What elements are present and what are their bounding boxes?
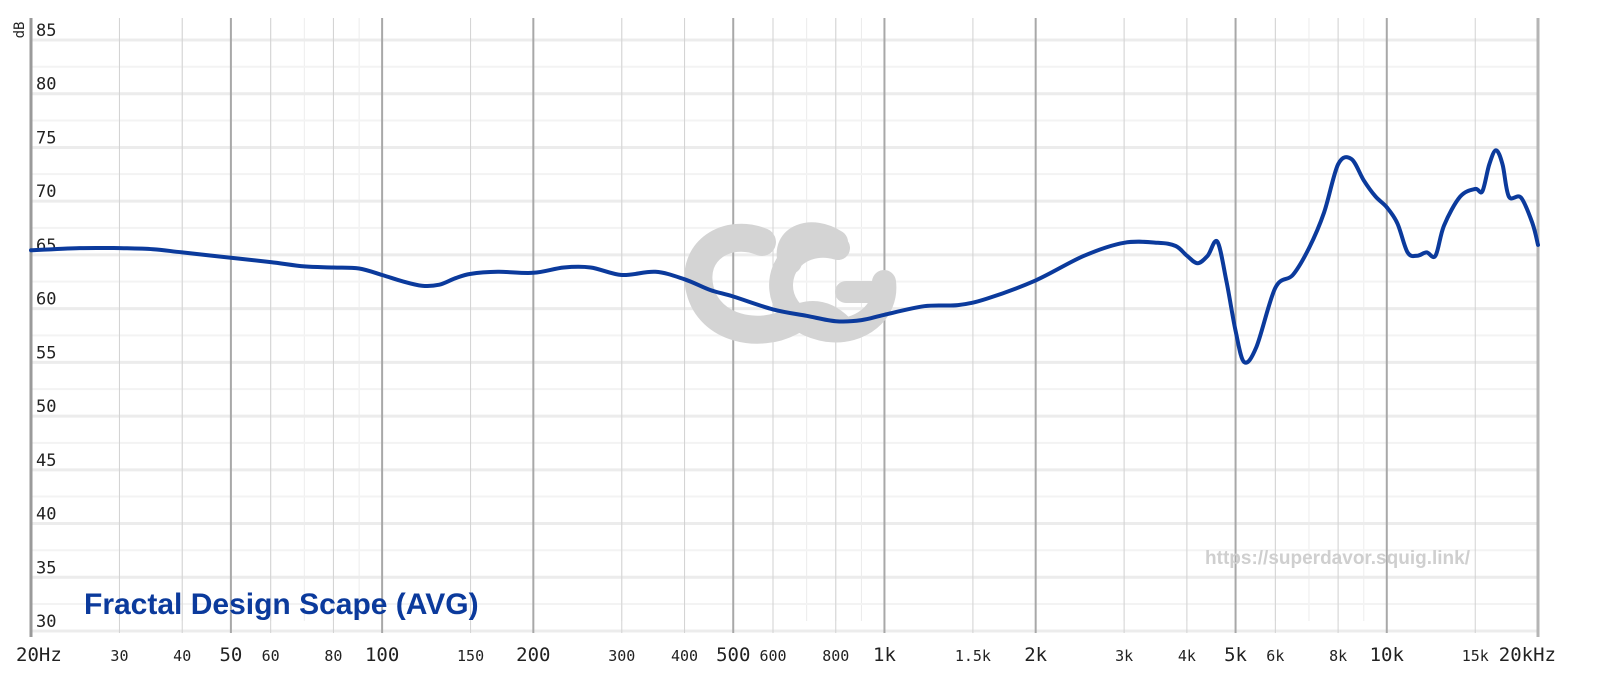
x-tick-label: 400 — [671, 647, 698, 665]
y-tick-label: 50 — [36, 397, 56, 417]
y-tick-label: 55 — [36, 343, 56, 363]
x-tick-label: 600 — [759, 647, 786, 665]
y-tick-label: 30 — [36, 612, 56, 632]
x-tick-label: 100 — [365, 644, 399, 666]
x-tick-label: 500 — [716, 644, 750, 666]
x-tick-label: 10k — [1370, 644, 1405, 666]
x-tick-label: 8k — [1329, 647, 1347, 665]
y-tick-label: 70 — [36, 182, 56, 202]
y-tick-label: 60 — [36, 290, 56, 310]
legend-label: Fractal Design Scape (AVG) — [84, 588, 479, 621]
series — [29, 148, 1540, 365]
x-tick-label: 800 — [822, 647, 849, 665]
y-tick-label: 75 — [36, 128, 56, 148]
y-tick-label: 35 — [36, 558, 56, 578]
x-tick-label: 20Hz — [16, 644, 62, 666]
x-tick-label: 20kHz — [1499, 644, 1556, 666]
series-line — [29, 148, 1540, 365]
y-tick-label: 40 — [36, 505, 56, 525]
x-tick-label: 150 — [457, 647, 484, 665]
x-tick-label: 60 — [262, 647, 280, 665]
x-tick-label: 80 — [324, 647, 342, 665]
y-tick-label: 45 — [36, 451, 56, 471]
x-tick-label: 1k — [873, 644, 896, 666]
y-tick-label: 85 — [36, 21, 56, 41]
y-axis-label: dB — [12, 22, 28, 39]
x-tick-label: 1.5k — [955, 647, 991, 665]
x-tick-label: 6k — [1266, 647, 1284, 665]
y-tick-label: 80 — [36, 75, 56, 95]
x-tick-label: 5k — [1224, 644, 1247, 666]
x-tick-label: 4k — [1178, 647, 1196, 665]
x-tick-label: 3k — [1115, 647, 1133, 665]
x-tick-label: 200 — [516, 644, 550, 666]
x-tick-label: 300 — [608, 647, 635, 665]
axes: 30 35 40 45 50 55 60 65 70 75 80 85 20Hz 30 40 50 60 80 10… — [16, 18, 1556, 666]
x-tick-label: 30 — [110, 647, 128, 665]
url-watermark: https://superdavor.squig.link/ — [1205, 548, 1471, 569]
x-tick-label: 50 — [219, 644, 242, 666]
x-tick-label: 2k — [1024, 644, 1047, 666]
x-tick-label: 15k — [1462, 647, 1489, 665]
y-tick-label: 65 — [36, 236, 56, 256]
x-tick-label: 40 — [173, 647, 191, 665]
